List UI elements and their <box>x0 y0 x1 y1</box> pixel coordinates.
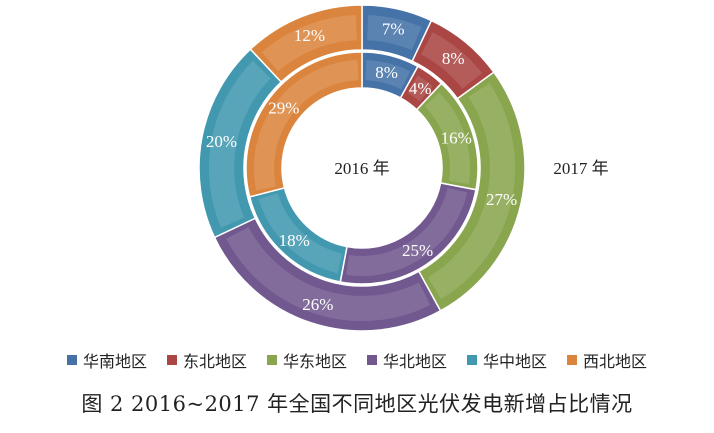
inner-series-label: 2016 年 <box>334 159 389 178</box>
outer-slice-label-3: 26% <box>302 295 333 314</box>
inner-slice-bevel-5 <box>253 60 359 191</box>
legend-item-huabei: 华北地区 <box>367 348 447 372</box>
outer-slice-bevel-1 <box>421 32 483 89</box>
outer-slice-label-5: 12% <box>294 26 325 45</box>
outer-slice-label-1: 8% <box>442 49 465 68</box>
legend-label: 西北地区 <box>583 352 648 371</box>
outer-slice-label-2: 27% <box>486 190 517 209</box>
legend-swatch <box>567 355 578 365</box>
inner-slice-5 <box>245 51 363 198</box>
legend: 华南地区 东北地区 华东地区 华北地区 华中地区 西北地区 <box>0 348 714 372</box>
legend-label: 华北地区 <box>383 352 448 371</box>
outer-slice-label-4: 20% <box>206 132 237 151</box>
inner-slice-bevel-4 <box>258 193 343 274</box>
legend-item-huanan: 华南地区 <box>66 348 147 372</box>
legend-swatch <box>66 355 77 365</box>
legend-item-huazhong: 华中地区 <box>467 348 547 372</box>
outer-slice-bevel-4 <box>208 60 271 228</box>
legend-label: 东北地区 <box>182 352 247 371</box>
legend-swatch <box>467 355 478 365</box>
inner-slice-bevel-0 <box>365 60 411 90</box>
legend-label: 华东地区 <box>282 352 347 371</box>
legend-item-dongbei: 东北地区 <box>166 348 247 372</box>
outer-ring-2017 <box>198 4 526 332</box>
inner-slice-label-5: 29% <box>268 98 299 117</box>
inner-slice-bevel-3 <box>346 187 468 277</box>
outer-slice-bevel-3 <box>226 227 431 322</box>
legend-swatch <box>266 355 277 365</box>
outer-slice-label-0: 7% <box>382 19 405 38</box>
legend-item-xibei: 西北地区 <box>567 348 647 372</box>
outer-slice-bevel-2 <box>428 83 516 300</box>
inner-slice-bevel-1 <box>407 75 433 102</box>
legend-label: 华中地区 <box>483 352 548 371</box>
inner-ring-2016 <box>245 51 479 285</box>
legend-swatch <box>367 355 377 365</box>
inner-slice-label-0: 8% <box>375 63 398 82</box>
outer-slice-bevel-0 <box>367 15 422 51</box>
inner-slice-bevel-2 <box>424 92 471 184</box>
legend-label: 华南地区 <box>82 352 147 371</box>
inner-slice-label-3: 25% <box>402 241 433 260</box>
slice-labels: 8% 4% 16% 25% 18% 29% 7% 8% 27% 26% 20% 12% <box>206 19 517 314</box>
inner-slice-label-2: 16% <box>441 128 472 147</box>
legend-item-huadong: 华东地区 <box>266 348 347 372</box>
legend-swatch <box>166 355 177 365</box>
outer-series-label: 2017 年 <box>553 159 608 178</box>
inner-slice-label-4: 18% <box>279 231 310 250</box>
outer-slice-bevel-5 <box>261 15 357 72</box>
inner-slice-label-1: 4% <box>409 79 432 98</box>
figure-caption: 图 2 2016~2017 年全国不同地区光伏发电新增占比情况 <box>81 392 633 416</box>
